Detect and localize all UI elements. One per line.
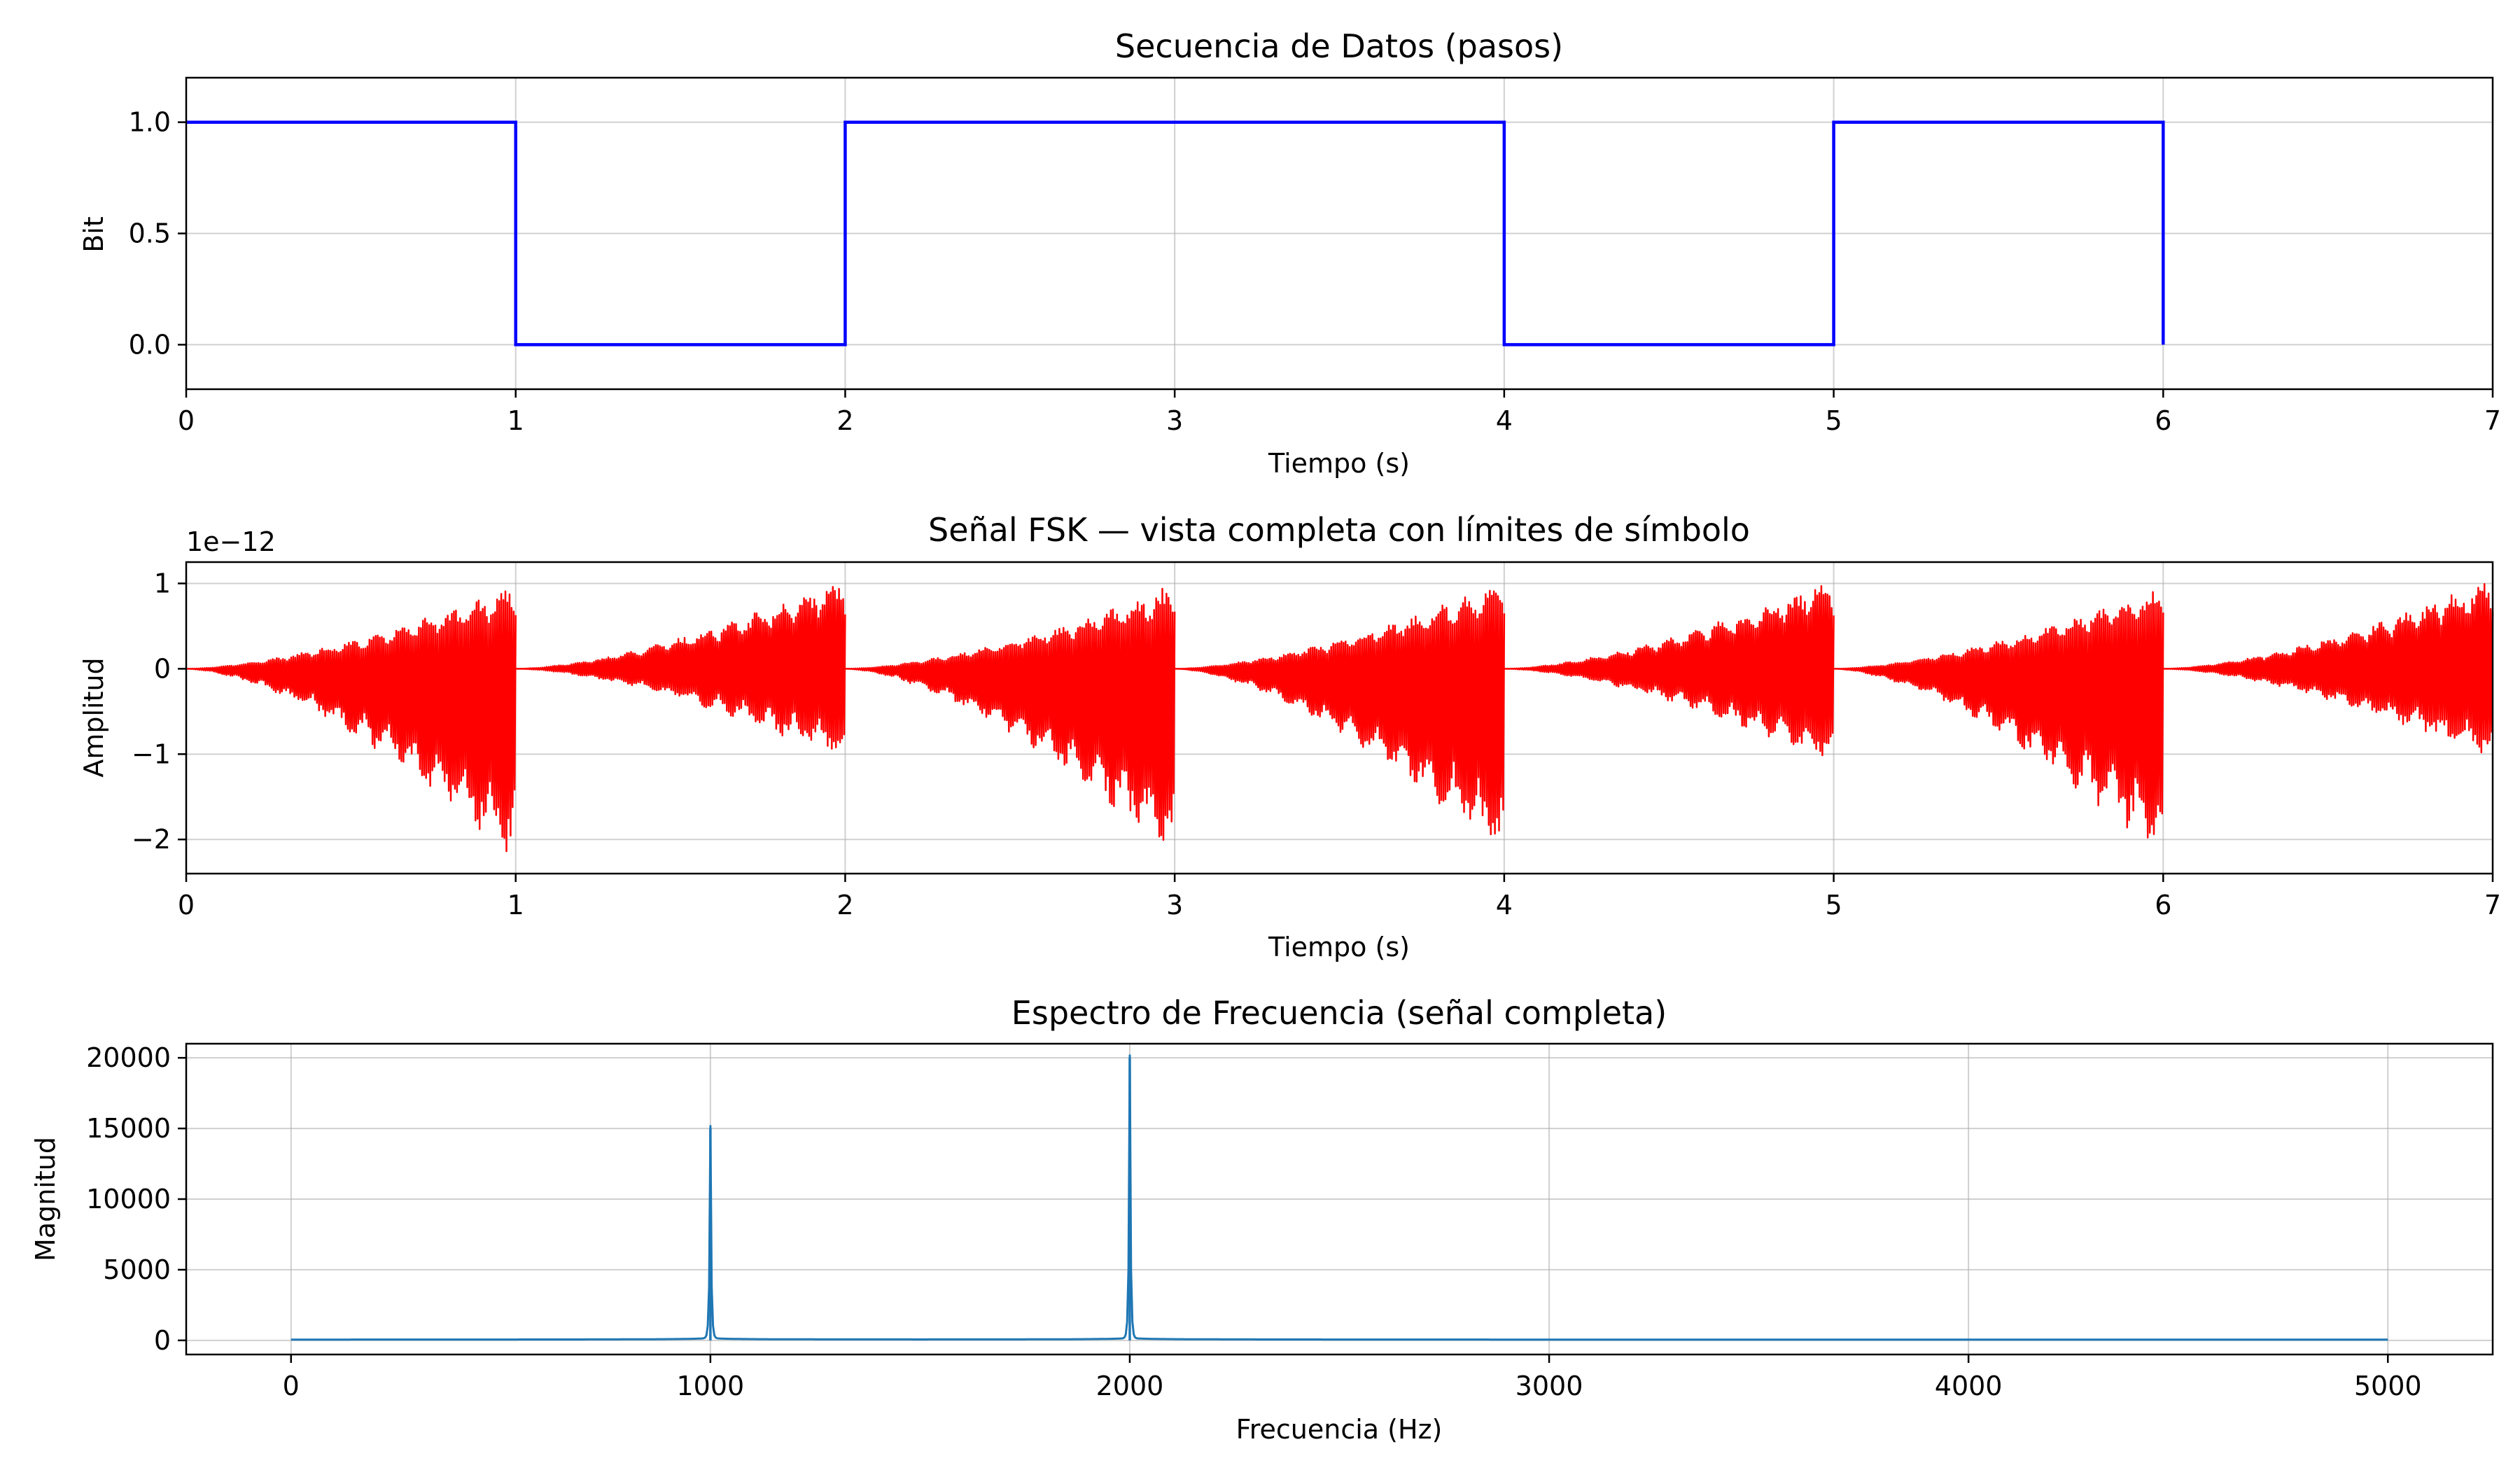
chart-title: Señal FSK — vista completa con límites d… bbox=[928, 511, 1750, 549]
fsk-symbol-segment bbox=[515, 586, 846, 750]
x-tick-label: 1 bbox=[507, 405, 524, 436]
chart-title: Secuencia de Datos (pasos) bbox=[1115, 27, 1563, 65]
x-tick-label: 2 bbox=[836, 890, 853, 920]
panel-fsk-signal: Señal FSK — vista completa con límites d… bbox=[78, 511, 2501, 962]
y-tick-label: 1.0 bbox=[129, 107, 171, 138]
grid bbox=[186, 1044, 2493, 1354]
x-axis-label: Tiempo (s) bbox=[1268, 448, 1410, 479]
x-tick-label: 0 bbox=[178, 890, 195, 920]
x-tick-label: 1 bbox=[507, 890, 524, 920]
y-tick-label: 0 bbox=[154, 653, 171, 684]
fsk-symbol-segment bbox=[186, 590, 517, 853]
x-tick-label: 6 bbox=[2155, 405, 2171, 436]
ticks: 0 1 2 3 4 5 6 7 0.0 0.5 1.0 bbox=[129, 107, 2502, 436]
x-tick-label: 7 bbox=[2484, 405, 2501, 436]
y-tick-label: 20000 bbox=[86, 1042, 171, 1073]
x-tick-label: 5 bbox=[1825, 405, 1842, 436]
x-tick-label: 3 bbox=[1166, 405, 1183, 436]
x-tick-label: 4 bbox=[1496, 890, 1513, 920]
panel-data-sequence: Secuencia de Datos (pasos) 0 1 2 3 4 5 6 7 0.0 0.… bbox=[78, 27, 2501, 479]
y-tick-label: −2 bbox=[132, 824, 171, 855]
x-axis-label: Tiempo (s) bbox=[1268, 932, 1410, 962]
x-tick-label: 3 bbox=[1166, 890, 1183, 920]
x-tick-label: 0 bbox=[283, 1371, 300, 1401]
series bbox=[186, 120, 2165, 346]
y-tick-label: 0 bbox=[154, 1325, 171, 1356]
bit-step-line bbox=[186, 120, 2165, 346]
y-tick-label: 1 bbox=[154, 568, 171, 598]
y-tick-label: 0.0 bbox=[129, 329, 171, 360]
x-tick-label: 3000 bbox=[1516, 1371, 1583, 1401]
x-tick-label: 6 bbox=[2155, 890, 2171, 920]
y-axis-label: Magnitud bbox=[30, 1137, 61, 1261]
fsk-symbol-segment bbox=[1175, 589, 1506, 836]
y-tick-label: 15000 bbox=[86, 1113, 171, 1144]
y-tick-label: 10000 bbox=[86, 1184, 171, 1214]
spectrum-line bbox=[290, 1054, 2388, 1341]
x-tick-label: 0 bbox=[178, 405, 195, 436]
y-tick-label: 0.5 bbox=[129, 218, 171, 249]
fsk-symbol-segment bbox=[1833, 591, 2164, 839]
series bbox=[186, 582, 2494, 853]
fsk-symbol-segment bbox=[1504, 584, 1835, 757]
y-tick-label: 5000 bbox=[103, 1254, 171, 1285]
x-axis-label: Frecuencia (Hz) bbox=[1236, 1414, 1443, 1445]
ticks: 0 1000 2000 3000 4000 5000 0 5000 10000 15000 2000… bbox=[86, 1042, 2421, 1401]
y-axis-label: Amplitud bbox=[78, 657, 109, 777]
x-tick-label: 1000 bbox=[677, 1371, 745, 1401]
x-tick-label: 4000 bbox=[1935, 1371, 2003, 1401]
chart-title: Espectro de Frecuencia (señal completa) bbox=[1011, 994, 1667, 1032]
panel-frequency-spectrum: Espectro de Frecuencia (señal completa) … bbox=[30, 994, 2494, 1445]
fsk-symbol-segment bbox=[2163, 582, 2494, 754]
ticks: 0 1 2 3 4 5 6 7 −2 −1 0 1 bbox=[132, 568, 2501, 920]
x-tick-label: 7 bbox=[2484, 890, 2501, 920]
x-tick-label: 2000 bbox=[1096, 1371, 1164, 1401]
x-tick-label: 2 bbox=[836, 405, 853, 436]
fsk-symbol-segment bbox=[845, 587, 1176, 841]
plot-frame bbox=[185, 561, 2494, 875]
y-tick-label: −1 bbox=[132, 738, 171, 769]
x-tick-label: 5 bbox=[1825, 890, 1842, 920]
x-tick-label: 4 bbox=[1496, 405, 1513, 436]
y-offset-label: 1e−12 bbox=[186, 526, 276, 557]
series bbox=[290, 1054, 2388, 1341]
y-axis-label: Bit bbox=[78, 216, 109, 253]
x-tick-label: 5000 bbox=[2354, 1371, 2422, 1401]
